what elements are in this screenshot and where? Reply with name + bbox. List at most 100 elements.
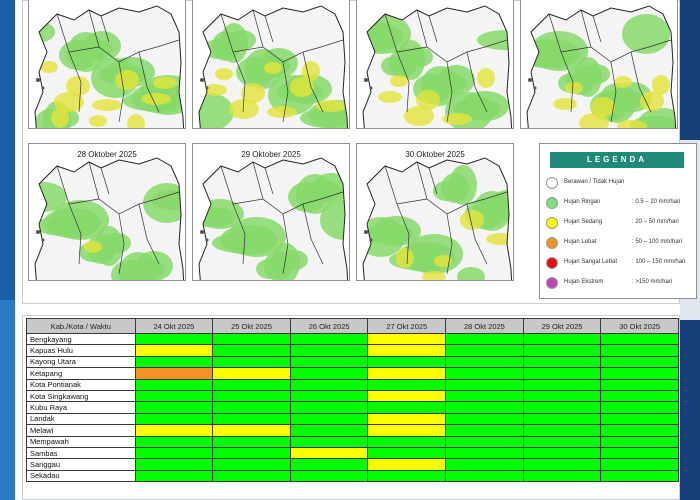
rain-category-cell <box>289 401 369 414</box>
rain-category-cell <box>522 458 602 471</box>
rain-category-cell <box>445 389 524 403</box>
rain-category-cell <box>367 435 447 448</box>
rain-category-cell <box>212 424 291 437</box>
rain-category-cell <box>445 332 524 346</box>
rain-category-cell <box>600 458 679 471</box>
region-name: Bengkayang <box>26 332 136 346</box>
legend-color-dot <box>546 217 558 229</box>
legend-label: Hujan Lebat <box>564 239 597 245</box>
table-row: Landak <box>26 412 679 426</box>
rain-category-cell <box>522 344 602 357</box>
rain-category-cell <box>600 355 679 369</box>
table-header-row: Kab./Kota / Waktu 24 Okt 2025 25 Okt 2025 2… <box>26 318 679 334</box>
map-28-oktober: 28 Oktober 2025 <box>28 143 186 281</box>
map-24-oktober <box>28 0 186 129</box>
rain-category-cell <box>212 458 291 471</box>
rain-category-cell <box>134 458 214 471</box>
table-row: Mempawah <box>26 435 679 448</box>
rain-category-cell <box>134 367 214 380</box>
legend-title: LEGENDA <box>550 152 684 168</box>
header-date: 27 Okt 2025 <box>367 318 447 334</box>
legend-label: Berawan / Tidak Hujan <box>564 179 625 185</box>
table-row: Kubu Raya <box>26 401 679 414</box>
rain-category-cell <box>600 412 679 426</box>
rain-category-cell <box>522 401 602 414</box>
rain-category-cell <box>367 401 447 414</box>
rain-category-cell <box>134 435 214 448</box>
rain-category-cell <box>522 412 602 426</box>
rain-category-cell <box>600 378 679 391</box>
rain-category-cell <box>289 435 369 448</box>
rain-category-cell <box>212 355 291 369</box>
table-row: Melawi <box>26 424 679 437</box>
rain-category-cell <box>134 344 214 357</box>
legend-color-dot <box>546 257 558 269</box>
rain-category-cell <box>445 344 524 357</box>
rain-category-cell <box>367 446 447 460</box>
rain-category-cell <box>212 367 291 380</box>
header-date: 29 Okt 2025 <box>522 318 602 334</box>
rain-category-cell <box>522 378 602 391</box>
rain-category-cell <box>445 412 524 426</box>
region-name: Melawi <box>26 424 136 437</box>
rain-category-cell <box>212 435 291 448</box>
rainfall-map-graphic <box>198 5 349 128</box>
rain-category-cell <box>522 469 602 483</box>
rain-category-cell <box>289 332 369 346</box>
rainfall-map-graphic <box>34 157 185 280</box>
legend-label: Hujan Sangat Lebat <box>564 259 618 265</box>
region-name: Ketapang <box>26 367 136 380</box>
region-name: Landak <box>26 412 136 426</box>
region-name: Kayong Utara <box>26 355 136 369</box>
region-name: Sambas <box>26 446 136 460</box>
rain-forecast-table: Kab./Kota / Waktu 24 Okt 2025 25 Okt 2025 2… <box>26 318 679 483</box>
legend-color-dot <box>546 177 558 189</box>
table-row: Sanggau <box>26 458 679 471</box>
rain-category-cell <box>600 367 679 380</box>
rain-category-cell <box>134 355 214 369</box>
legend-label: Hujan Ekstrem <box>564 279 604 285</box>
rain-category-cell <box>212 378 291 391</box>
rain-category-cell <box>445 401 524 414</box>
rain-category-cell <box>289 446 369 460</box>
header-region-time: Kab./Kota / Waktu <box>26 318 136 334</box>
rain-category-cell <box>445 367 524 380</box>
rain-category-cell <box>445 378 524 391</box>
legend-range: : >150 mm/hari <box>632 279 673 285</box>
rain-category-cell <box>212 401 291 414</box>
rain-category-cell <box>212 332 291 346</box>
forecast-maps-panel: 28 Oktober 2025 29 Oktober 2025 30 Oktob… <box>22 0 697 304</box>
rain-category-cell <box>600 389 679 403</box>
map-27-oktober <box>520 0 678 129</box>
rain-category-cell <box>600 401 679 414</box>
rain-category-cell <box>367 412 447 426</box>
map-date-title: 30 Oktober 2025 <box>405 150 465 159</box>
table-row: Sambas <box>26 446 679 460</box>
rain-category-cell <box>289 424 369 437</box>
table-row: Kota Singkawang <box>26 389 679 403</box>
header-date: 26 Okt 2025 <box>289 318 369 334</box>
legend-item: Hujan Ringan : 0.5 – 20 mm/hari <box>546 196 696 212</box>
rain-category-cell <box>367 458 447 471</box>
rain-category-cell <box>600 344 679 357</box>
rain-category-cell <box>134 446 214 460</box>
rain-category-cell <box>600 424 679 437</box>
legend-item: Hujan Ekstrem : >150 mm/hari <box>546 276 696 292</box>
region-name: Kubu Raya <box>26 401 136 414</box>
region-name: Kota Singkawang <box>26 389 136 403</box>
region-name: Sekadau <box>26 469 136 483</box>
legend-range: : 20 – 50 mm/hari <box>632 219 679 225</box>
map-30-oktober: 30 Oktober 2025 <box>356 143 514 281</box>
region-name: Kapuas Hulu <box>26 344 136 357</box>
rain-category-cell <box>134 378 214 391</box>
rainfall-map-graphic <box>198 157 349 280</box>
legend-item: Berawan / Tidak Hujan <box>546 176 696 192</box>
rain-category-cell <box>367 389 447 403</box>
header-date: 24 Okt 2025 <box>134 318 214 334</box>
rain-category-cell <box>522 355 602 369</box>
map-25-oktober <box>192 0 350 129</box>
rain-category-cell <box>134 424 214 437</box>
rain-category-cell <box>289 344 369 357</box>
legend-color-dot <box>546 237 558 249</box>
rain-category-cell <box>367 355 447 369</box>
